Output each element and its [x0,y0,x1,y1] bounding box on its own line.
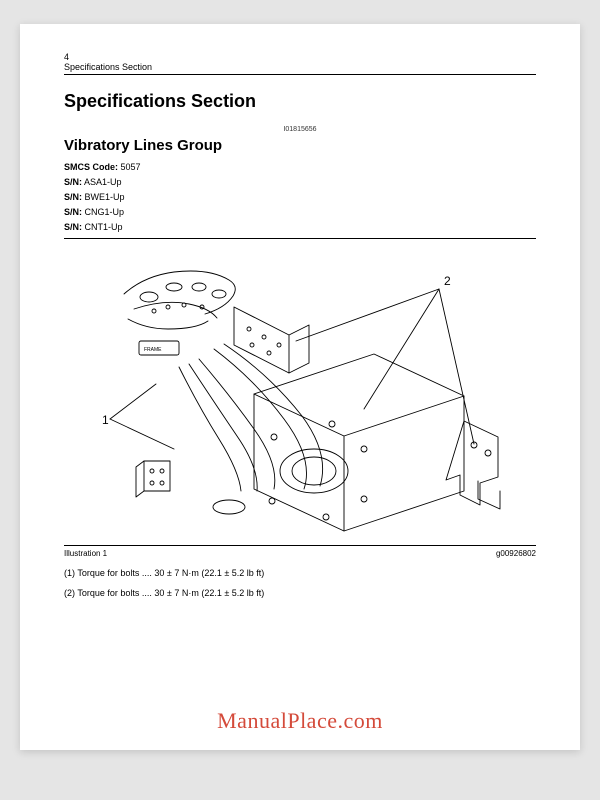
illustration-figure: 1 2 FRAME [64,249,536,539]
document-id: I01815656 [64,126,536,133]
serial-value: CNG1-Up [85,207,125,217]
serial-value: ASA1-Up [84,177,122,187]
watermark-text: ManualPlace.com [20,708,580,734]
serial-line: S/N: ASA1-Up [64,177,536,187]
serial-line: S/N: CNG1-Up [64,207,536,217]
serial-value: CNT1-Up [85,222,123,232]
illustration-ref: g00926802 [496,549,536,558]
illustration-caption-row: Illustration 1 g00926802 [64,545,536,558]
document-page: 4 Specifications Section Specifications … [20,24,580,750]
serial-label: S/N: [64,222,82,232]
smcs-value: 5057 [121,162,141,172]
spec-line: (1) Torque for bolts .... 30 ± 7 N·m (22… [64,568,536,578]
callout-1-label: 1 [102,413,109,427]
divider [64,238,536,239]
serial-label: S/N: [64,207,82,217]
spec-line: (2) Torque for bolts .... 30 ± 7 N·m (22… [64,588,536,598]
smcs-line: SMCS Code: 5057 [64,162,536,172]
serial-value: BWE1-Up [85,192,125,202]
serial-line: S/N: CNT1-Up [64,222,536,232]
page-number: 4 [64,52,536,62]
subsection-title: Vibratory Lines Group [64,137,536,154]
svg-text:FRAME: FRAME [144,347,162,353]
vibratory-lines-diagram-icon: 1 2 FRAME [64,249,536,539]
header-section-label: Specifications Section [64,62,536,75]
smcs-label: SMCS Code: [64,162,118,172]
serial-label: S/N: [64,177,82,187]
serial-label: S/N: [64,192,82,202]
illustration-caption: Illustration 1 [64,549,107,558]
serial-line: S/N: BWE1-Up [64,192,536,202]
page-title: Specifications Section [64,91,536,112]
callout-2-label: 2 [444,274,451,288]
